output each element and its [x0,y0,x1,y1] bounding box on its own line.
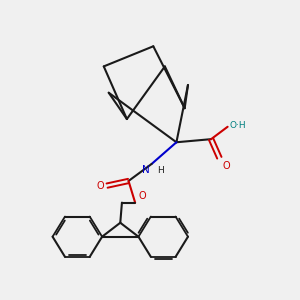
Text: O: O [96,181,104,190]
Text: O: O [138,191,146,201]
Text: H: H [158,167,164,176]
Text: O·H: O·H [229,122,246,130]
Text: N: N [142,166,150,176]
Text: O: O [223,161,230,171]
